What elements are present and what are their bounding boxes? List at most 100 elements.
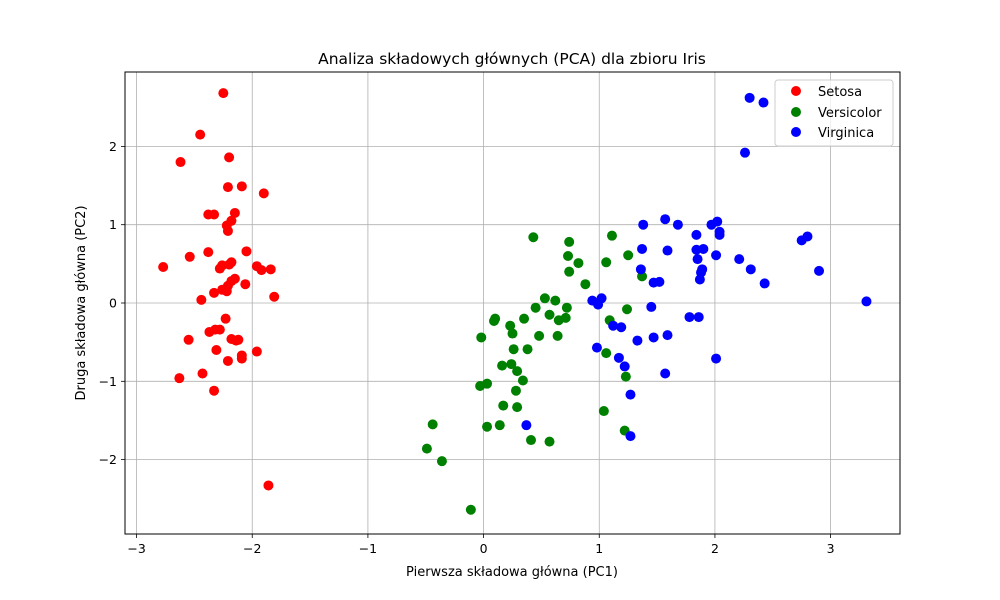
data-points [158,88,872,515]
point-versicolor [488,316,499,327]
point-versicolor [427,419,438,430]
point-versicolor [552,330,563,341]
point-versicolor [421,443,432,454]
point-virginica [637,243,648,254]
point-versicolor [564,266,575,277]
point-versicolor [498,400,509,411]
y-tick-label: 0 [109,296,117,311]
point-setosa [229,207,240,218]
point-virginica [684,312,695,323]
point-versicolor [534,330,545,341]
point-virginica [692,254,703,265]
point-versicolor [598,406,609,417]
point-virginica [619,361,630,372]
point-virginica [632,335,643,346]
point-versicolor [620,371,631,382]
legend-box [774,79,894,147]
point-virginica [745,264,756,275]
point-virginica [740,147,750,158]
point-versicolor [465,504,476,515]
point-virginica [714,229,725,240]
point-setosa [218,88,229,99]
point-setosa [174,373,185,384]
point-versicolor [497,360,508,371]
point-virginica [861,296,872,307]
point-setosa [240,279,251,290]
legend-marker-setosa [791,86,801,96]
point-versicolor [510,385,521,396]
point-versicolor [550,295,561,306]
point-versicolor [563,251,574,262]
point-versicolor [561,302,572,313]
x-tick-label: 3 [827,541,835,556]
point-virginica [635,264,646,275]
point-versicolor [544,436,555,447]
point-versicolor [622,304,633,315]
point-setosa [183,334,194,345]
point-versicolor [623,250,634,261]
point-versicolor [580,279,591,290]
point-virginica [613,352,624,363]
point-setosa [184,251,195,262]
y-tick-label: 2 [109,139,117,154]
point-versicolor [526,435,537,446]
point-virginica [646,301,657,312]
point-setosa [222,355,233,366]
point-versicolor [601,257,612,268]
point-setosa [158,261,169,272]
point-setosa [222,182,233,193]
point-versicolor [507,328,518,339]
y-tick-label: −1 [99,374,117,389]
point-versicolor [544,309,555,320]
point-setosa [214,324,225,335]
point-setosa [209,209,220,220]
point-virginica [672,219,683,230]
x-axis-label: Pierwsza składowa główna (PC1) [406,565,618,580]
point-setosa [196,294,207,305]
point-versicolor [482,421,493,432]
point-versicolor [601,348,612,359]
point-virginica [694,274,705,285]
point-versicolor [522,344,533,355]
point-setosa [236,353,247,364]
point-setosa [220,313,231,324]
point-virginica [734,254,745,265]
legend: Setosa Versicolor Virginica [774,79,894,147]
point-virginica [706,219,717,230]
point-setosa [204,326,215,337]
point-versicolor [494,420,505,431]
point-versicolor [564,236,575,247]
point-versicolor [475,381,486,392]
x-tick-label: 1 [595,541,603,556]
point-setosa [269,291,280,302]
point-virginica [625,389,636,400]
point-versicolor [512,366,523,377]
point-versicolor [519,313,530,324]
point-setosa [265,264,276,275]
axis-ticks: −3 −2 −1 0 1 2 3 −2 −1 0 1 2 [99,139,835,556]
point-virginica [616,322,627,333]
point-versicolor [553,315,564,326]
x-tick-label: −2 [243,541,261,556]
legend-label-virginica: Virginica [818,126,874,141]
point-setosa [241,246,252,257]
point-virginica [591,342,602,353]
point-virginica [698,243,709,254]
point-versicolor [505,320,516,331]
point-virginica [662,330,673,341]
legend-marker-versicolor [791,107,801,117]
point-setosa [256,265,267,276]
point-virginica [648,332,659,343]
point-versicolor [508,344,519,355]
point-setosa [233,334,244,345]
point-setosa [209,385,220,396]
point-setosa [211,344,222,355]
point-virginica [744,92,755,103]
point-versicolor [530,302,541,313]
point-versicolor [573,258,584,269]
point-virginica [660,368,671,379]
point-versicolor [512,402,523,413]
point-virginica [638,219,649,230]
point-setosa [203,247,214,258]
